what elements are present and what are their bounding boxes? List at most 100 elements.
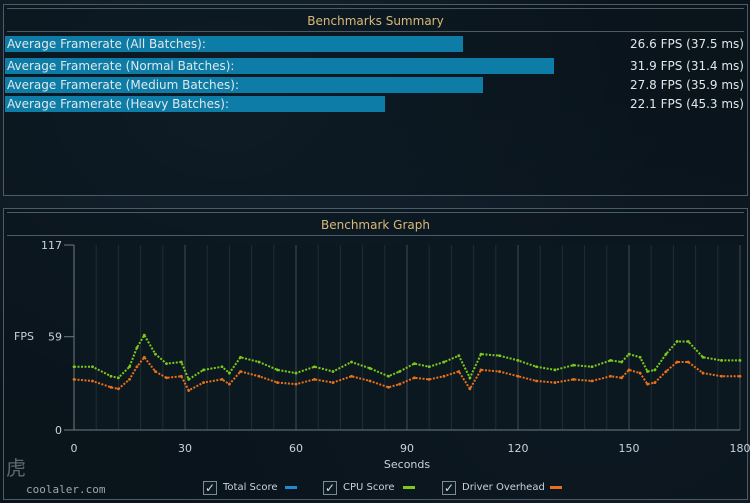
summary-row: Average Framerate (Medium Batches): 27.8 … — [5, 77, 747, 94]
data-point — [646, 370, 649, 373]
data-point — [498, 354, 501, 358]
x-tick-label: 150 — [619, 442, 640, 455]
data-point — [653, 381, 657, 384]
cpu-score-checkbox[interactable]: ✓ — [323, 481, 337, 495]
data-point — [535, 379, 538, 383]
data-point — [516, 374, 520, 378]
framerate-label: Average Framerate (Normal Batches): — [7, 59, 235, 73]
data-point — [701, 371, 705, 375]
legend-driver-overhead[interactable]: ✓ Driver Overhead — [442, 481, 572, 497]
data-point — [276, 368, 279, 372]
data-point — [664, 370, 668, 373]
data-point — [257, 360, 261, 364]
framerate-bar — [5, 96, 385, 112]
data-point — [387, 374, 390, 378]
cpu-score-label: CPU Score — [343, 482, 395, 493]
framerate-value: 31.9 FPS (31.4 ms) — [630, 59, 744, 73]
driver-overhead-checkbox[interactable]: ✓ — [442, 481, 456, 495]
total-score-swatch — [285, 486, 297, 489]
data-point — [368, 379, 372, 383]
data-point — [128, 365, 131, 369]
summary-row: Average Framerate (Normal Batches): 31.9 … — [5, 58, 747, 75]
data-point — [313, 365, 316, 369]
data-point — [72, 365, 76, 369]
data-point — [620, 376, 623, 380]
framerate-value: 22.1 FPS (45.3 ms) — [630, 97, 744, 111]
data-point — [720, 374, 723, 378]
summary-row: Average Framerate (All Batches): 26.6 FPS… — [5, 36, 747, 53]
data-point — [535, 365, 538, 369]
data-point — [675, 340, 679, 343]
x-tick-label: 120 — [508, 442, 529, 455]
data-point — [638, 355, 642, 359]
data-point — [468, 387, 472, 391]
data-point — [516, 359, 520, 362]
data-point — [457, 370, 461, 373]
data-point — [664, 352, 668, 356]
data-point — [276, 381, 279, 384]
data-point — [553, 381, 557, 384]
data-point — [331, 381, 335, 384]
watermark-text: coolaler.com — [26, 483, 106, 496]
framerate-bar — [5, 58, 554, 74]
data-point — [220, 378, 224, 381]
data-point — [109, 374, 113, 378]
framerate-bar — [5, 77, 483, 93]
framerate-value: 27.8 FPS (35.9 ms) — [630, 78, 744, 92]
y-tick-label: 0 — [55, 424, 62, 437]
data-point — [228, 382, 231, 386]
data-point — [627, 368, 631, 372]
legend-cpu-score[interactable]: ✓ CPU Score — [323, 481, 433, 497]
summary-title: Benchmarks Summary — [7, 8, 744, 32]
data-point — [128, 378, 131, 381]
data-point — [572, 378, 575, 381]
data-point — [686, 360, 690, 364]
x-axis-label: Seconds — [384, 458, 430, 471]
data-point — [294, 382, 298, 386]
data-point — [457, 354, 461, 358]
data-point — [498, 370, 501, 373]
data-point — [179, 374, 183, 378]
x-tick-label: 30 — [178, 442, 192, 455]
data-point — [686, 340, 690, 343]
data-point — [239, 370, 242, 373]
data-point — [154, 370, 157, 373]
x-tick-label: 90 — [400, 442, 414, 455]
data-point — [468, 376, 472, 380]
data-point — [738, 374, 742, 378]
series-line — [74, 333, 740, 381]
data-point — [398, 370, 401, 373]
graph-title: Benchmark Graph — [7, 212, 744, 236]
data-point — [202, 368, 205, 372]
x-tick-label: 0 — [71, 442, 78, 455]
framerate-value: 26.6 FPS (37.5 ms) — [630, 37, 744, 51]
data-point — [228, 371, 231, 375]
data-point — [609, 359, 612, 362]
data-point — [590, 379, 594, 383]
data-point — [675, 360, 679, 364]
data-point — [294, 371, 298, 375]
data-point — [220, 365, 224, 369]
data-point — [109, 385, 113, 389]
x-tick-label: 60 — [289, 442, 303, 455]
data-point — [627, 352, 631, 356]
y-axis-label: FPS — [14, 330, 34, 343]
data-point — [135, 346, 139, 350]
watermark-logo: 虎 — [6, 456, 26, 480]
data-point — [620, 360, 623, 364]
data-point — [91, 365, 94, 369]
legend-total-score[interactable]: ✓ Total Score — [203, 481, 313, 497]
data-point — [479, 352, 483, 356]
total-score-checkbox[interactable]: ✓ — [203, 481, 217, 495]
data-point — [165, 362, 168, 365]
framerate-label: Average Framerate (Medium Batches): — [7, 78, 240, 92]
data-point — [442, 374, 446, 378]
data-point — [142, 333, 146, 337]
data-point — [72, 378, 76, 381]
data-point — [350, 374, 353, 378]
data-point — [572, 363, 575, 367]
driver-overhead-swatch — [550, 486, 562, 489]
data-point — [313, 378, 316, 381]
data-point — [387, 385, 390, 389]
